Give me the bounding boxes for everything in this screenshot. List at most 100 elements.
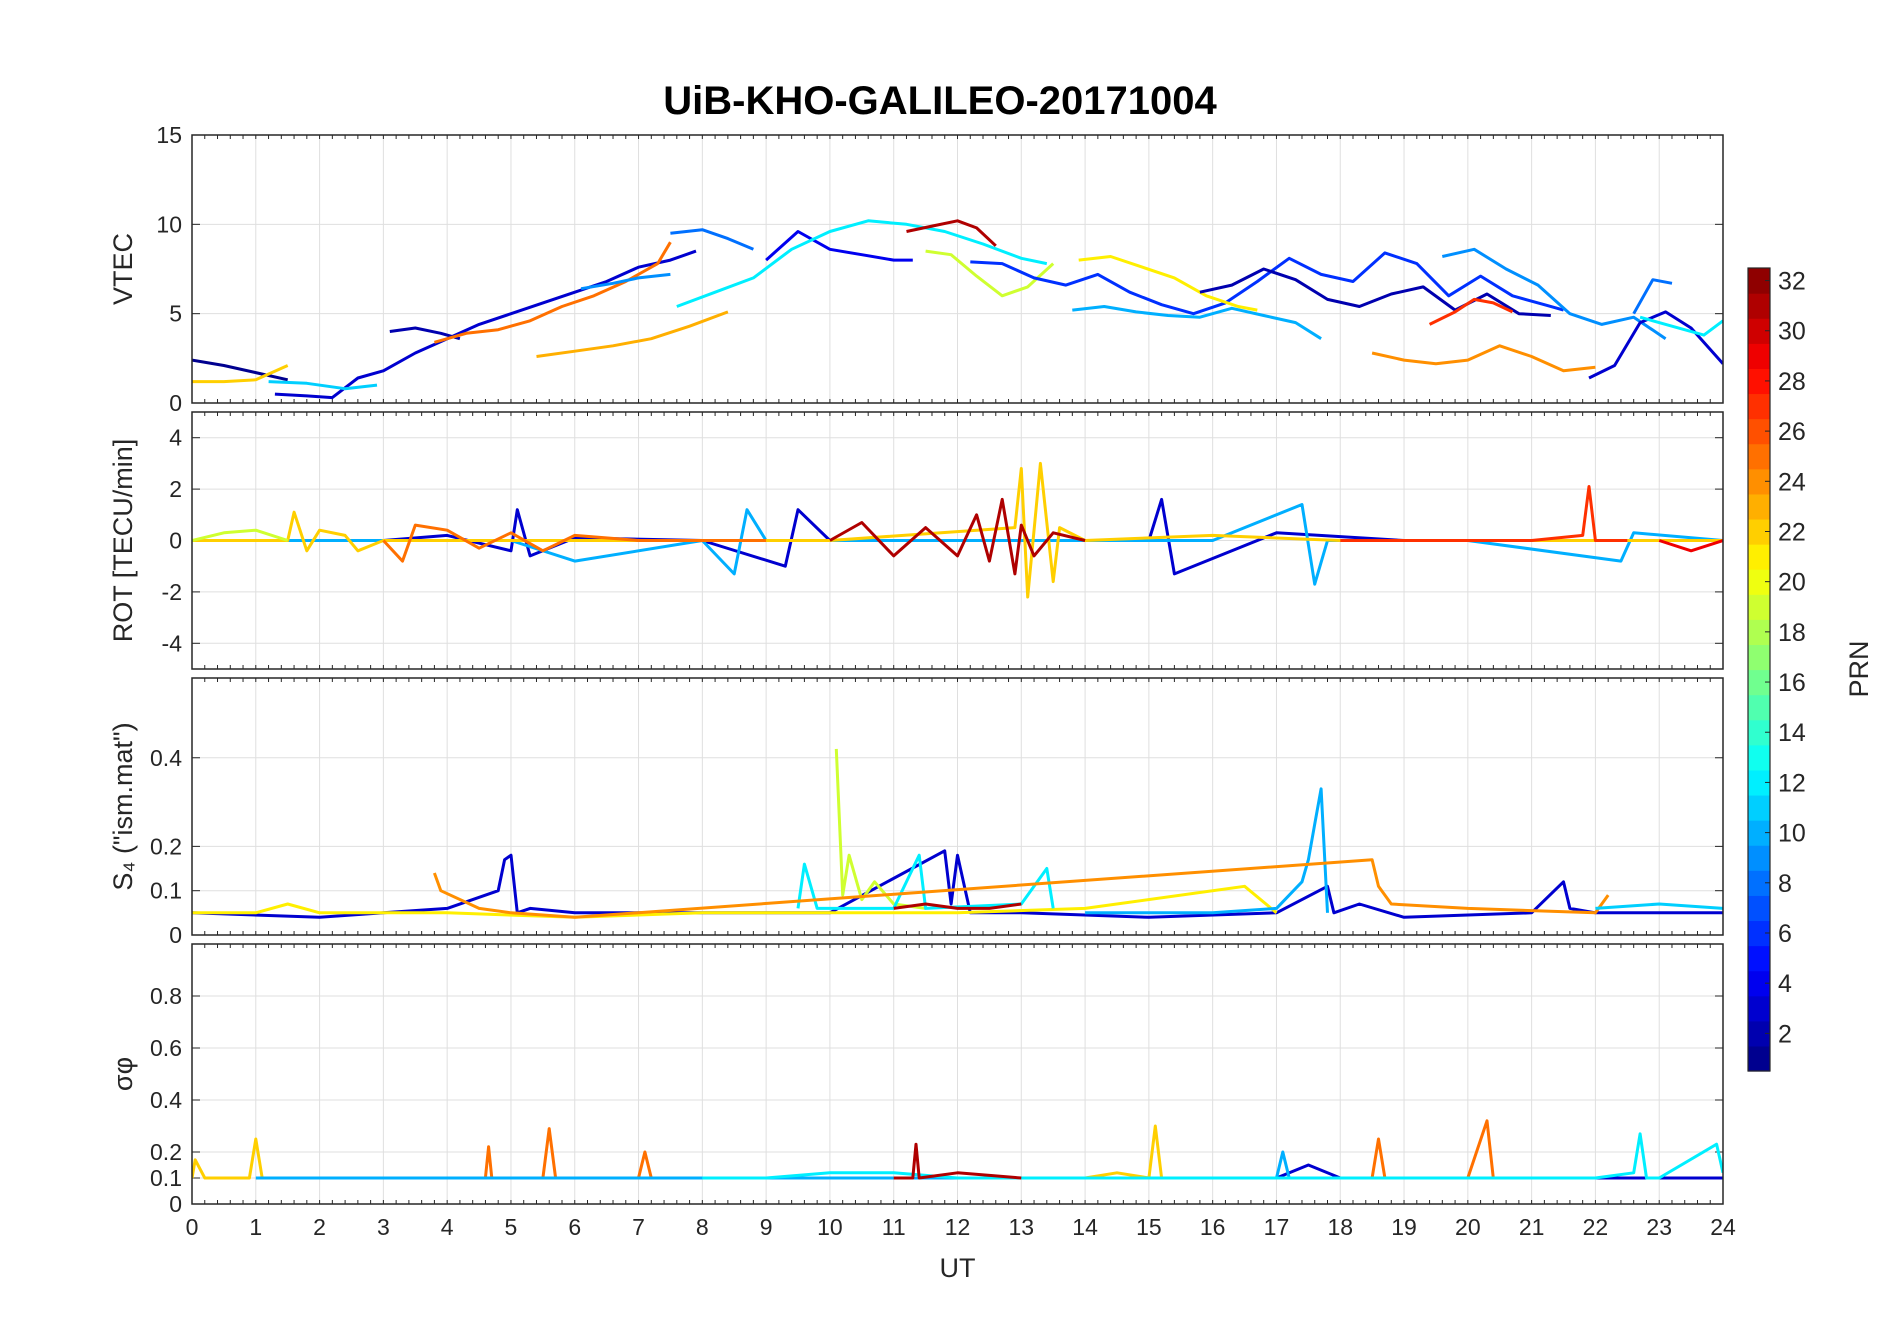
colorbar-segment bbox=[1748, 920, 1770, 947]
panel-vtec-series-prn-9 bbox=[1441, 247, 1667, 340]
panel-s4-series-prn-10 bbox=[1085, 787, 1329, 915]
colorbar-tick-label: 10 bbox=[1778, 820, 1806, 848]
colorbar-segment bbox=[1748, 318, 1770, 344]
colorbar-segment bbox=[1748, 820, 1770, 846]
xtick-label: 4 bbox=[441, 1214, 454, 1240]
panel-vtec-series-prn-8 bbox=[1632, 278, 1673, 315]
colorbar-segment bbox=[1748, 443, 1770, 470]
x-axis-label: UT bbox=[940, 1253, 976, 1283]
panel-sigma-series-prn-25 bbox=[415, 1119, 1596, 1180]
panel-vtec-ytick-label: 15 bbox=[156, 122, 182, 148]
colorbar-segment bbox=[1748, 1020, 1770, 1047]
panel-rot-frame bbox=[191, 411, 1724, 670]
colorbar-segment bbox=[1748, 845, 1770, 871]
panel-vtec-series-prn-4 bbox=[765, 230, 913, 262]
xtick-label: 20 bbox=[1455, 1214, 1481, 1240]
panel-rot-ytick-label: -4 bbox=[162, 630, 183, 656]
xtick-label: 23 bbox=[1646, 1214, 1672, 1240]
colorbar-segment bbox=[1748, 393, 1770, 420]
panel-rot-series-prn-22 bbox=[192, 461, 1723, 599]
colorbar-segment bbox=[1748, 769, 1770, 796]
xtick-label: 24 bbox=[1710, 1214, 1736, 1240]
colorbar-tick-label: 8 bbox=[1778, 870, 1792, 898]
panel-s4-series-prn-19 bbox=[834, 748, 926, 910]
panel-sigma-ytick-label: 0.2 bbox=[150, 1139, 182, 1165]
xtick-label: 3 bbox=[377, 1214, 390, 1240]
panel-rot-series-group bbox=[192, 461, 1723, 599]
xtick-label: 10 bbox=[817, 1214, 843, 1240]
colorbar-tick-label: 14 bbox=[1778, 719, 1806, 747]
panel-s4-ylabel: S₄ ("ism.mat") bbox=[108, 722, 138, 890]
xtick-label: 7 bbox=[632, 1214, 645, 1240]
panel-s4-series-prn-21 bbox=[192, 884, 1278, 919]
colorbar-segment bbox=[1748, 644, 1770, 671]
panel-rot-ytick-label: 4 bbox=[169, 425, 182, 451]
panel-s4-frame bbox=[191, 677, 1724, 936]
panel-sigma-series-prn-12 bbox=[702, 1132, 1723, 1180]
colorbar-label: PRN bbox=[1844, 640, 1874, 697]
colorbar-tick-label: 2 bbox=[1778, 1020, 1792, 1048]
panel-vtec-ytick-label: 5 bbox=[169, 301, 182, 327]
xtick-label: 1 bbox=[249, 1214, 262, 1240]
x-axis: 0 1 2 3 4 5 6 7 8 9 10 11 12 13 14 15 16 17 18 19 20 21 22 23 24… bbox=[186, 1214, 1736, 1283]
colorbar-segment bbox=[1748, 368, 1770, 395]
panel-vtec-series-prn-2 bbox=[1199, 267, 1551, 317]
panel-sigma-ylabel: σφ bbox=[108, 1057, 138, 1091]
panel-s4-series-group bbox=[192, 748, 1723, 919]
colorbar-segment bbox=[1748, 569, 1770, 595]
panel-vtec-series-prn-12 bbox=[1639, 315, 1723, 337]
colorbar-frame bbox=[1747, 267, 1771, 1072]
panel-s4-ytick-label: 0 bbox=[169, 922, 182, 948]
panel-rot-ytick-label: -2 bbox=[162, 579, 182, 605]
xtick-label: 9 bbox=[760, 1214, 773, 1240]
xtick-label: 8 bbox=[696, 1214, 709, 1240]
panel-sigma-ytick-label: 0.1 bbox=[150, 1165, 182, 1191]
panel-rot: -4 -2 0 2 4 ROT [TECU/min] bbox=[108, 411, 1724, 670]
panel-rot-series-prn-29 bbox=[1658, 539, 1723, 553]
xtick-label: 2 bbox=[313, 1214, 326, 1240]
panel-vtec-series-prn-12 bbox=[676, 219, 1048, 308]
panel-sigma-series-group bbox=[192, 1119, 1723, 1180]
colorbar-tick-label: 32 bbox=[1778, 268, 1806, 296]
colorbar-segment bbox=[1748, 418, 1770, 445]
colorbar-tick-label: 12 bbox=[1778, 769, 1806, 797]
panel-rot-ylabel: ROT [TECU/min] bbox=[108, 439, 138, 643]
xtick-label: 16 bbox=[1200, 1214, 1226, 1240]
panel-s4-ytick-label: 0.4 bbox=[150, 745, 182, 771]
panel-vtec-series-prn-19 bbox=[925, 249, 1055, 298]
colorbar-tick-label: 6 bbox=[1778, 920, 1792, 948]
panel-vtec-series-prn-21 bbox=[1078, 255, 1258, 312]
colorbar-segment bbox=[1748, 518, 1770, 545]
panel-s4: 0 0.1 0.2 0.4 S₄ ("ism.mat") bbox=[108, 677, 1724, 948]
xtick-label: 5 bbox=[505, 1214, 518, 1240]
xtick-label: 6 bbox=[568, 1214, 581, 1240]
panel-vtec-series-group bbox=[192, 219, 1723, 400]
panel-vtec-series-prn-24 bbox=[1371, 344, 1596, 373]
panel-vtec-series-prn-23 bbox=[536, 310, 729, 358]
panel-vtec-ylabel: VTEC bbox=[108, 233, 138, 305]
xtick-label: 17 bbox=[1264, 1214, 1290, 1240]
panel-vtec-series-prn-31 bbox=[906, 219, 997, 247]
colorbar-segment bbox=[1748, 995, 1770, 1022]
panel-vtec-series-prn-27 bbox=[1428, 297, 1514, 326]
panel-s4-series-prn-24 bbox=[432, 858, 1610, 919]
panel-vtec-series-prn-10 bbox=[1072, 305, 1322, 340]
panel-sigma-series-prn-31 bbox=[893, 1142, 1022, 1180]
panel-s4-series-prn-11 bbox=[1595, 902, 1723, 910]
colorbar-segment bbox=[1748, 293, 1770, 319]
colorbar-segment bbox=[1748, 970, 1770, 997]
colorbar-tick-label: 4 bbox=[1778, 970, 1792, 998]
colorbar-segment bbox=[1748, 669, 1770, 696]
colorbar-tick-label: 28 bbox=[1778, 368, 1806, 396]
colorbar-segment bbox=[1748, 945, 1770, 972]
panel-s4-series-prn-12 bbox=[796, 853, 1055, 910]
panel-s4-ytick-label: 0.2 bbox=[150, 833, 182, 859]
xtick-label: 13 bbox=[1008, 1214, 1034, 1240]
panel-vtec-series-prn-22 bbox=[192, 364, 289, 384]
colorbar-tick-label: 16 bbox=[1778, 669, 1806, 697]
panel-vtec-series-prn-6 bbox=[970, 251, 1564, 316]
xtick-label: 14 bbox=[1072, 1214, 1098, 1240]
xtick-label: 11 bbox=[882, 1214, 906, 1240]
colorbar-tick-label: 30 bbox=[1778, 318, 1806, 346]
